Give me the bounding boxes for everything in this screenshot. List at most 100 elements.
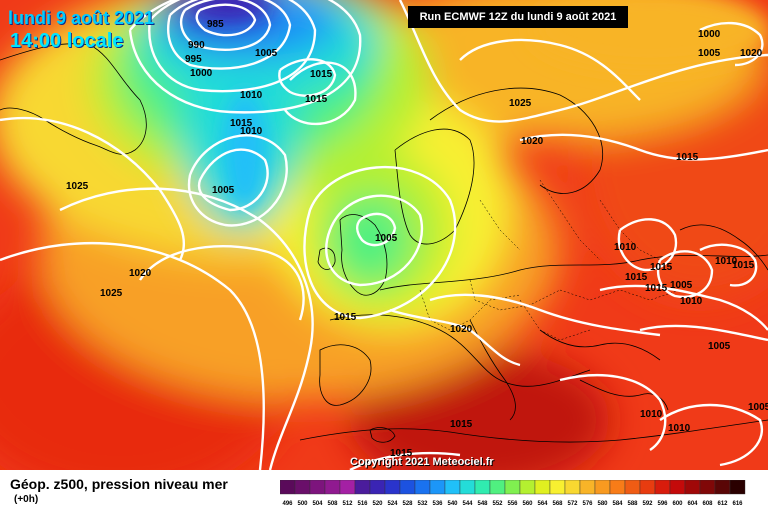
isobar-label: 1005 — [212, 185, 235, 196]
legend-swatch — [459, 480, 476, 495]
isobar-label: 985 — [207, 19, 224, 30]
isobar-label: 1010 — [240, 126, 263, 137]
legend-label: 512 — [342, 501, 353, 507]
legend-swatch — [324, 480, 341, 495]
legend-swatch — [504, 480, 521, 495]
isobar-label: 1015 — [230, 118, 253, 129]
legend-swatch — [489, 480, 506, 495]
isobar-label: 1025 — [509, 98, 532, 109]
legend-swatch — [369, 480, 386, 495]
legend-swatch — [609, 480, 626, 495]
isobar-label: 1005 — [698, 48, 721, 59]
isobar-label: 990 — [188, 40, 205, 51]
legend-swatch — [354, 480, 371, 495]
isobar-label: 1010 — [680, 296, 703, 307]
weather-map: 985 990 995 1000 1005 1015 1010 1015 101… — [0, 0, 768, 500]
legend-label: 508 — [327, 501, 338, 507]
legend-label: 608 — [702, 501, 713, 507]
isobar-label: 1000 — [698, 29, 721, 40]
legend-label: 528 — [402, 501, 413, 507]
isobar-label: 1020 — [740, 48, 763, 59]
isobar-labels: 985 990 995 1000 1005 1015 1010 1015 101… — [66, 19, 768, 459]
legend-label: 588 — [627, 501, 638, 507]
legend-label: 568 — [552, 501, 563, 507]
isobar-label: 1010 — [640, 409, 663, 420]
legend-label: 496 — [282, 501, 293, 507]
legend-label: 548 — [477, 501, 488, 507]
isobar-label: 1015 — [732, 260, 755, 271]
legend-label: 572 — [567, 501, 578, 507]
legend-label: 544 — [462, 501, 473, 507]
legend-label: 592 — [642, 501, 653, 507]
legend-swatch — [444, 480, 461, 495]
legend-swatch — [654, 480, 671, 495]
isobar-label: 1015 — [676, 152, 699, 163]
legend-swatch — [714, 480, 731, 495]
forecast-step: (+0h) — [14, 494, 39, 505]
legend-swatch — [549, 480, 566, 495]
legend-swatch — [519, 480, 536, 495]
legend-swatch — [669, 480, 686, 495]
legend-label: 560 — [522, 501, 533, 507]
color-legend: 496 500 504 508 512 516 520 524 528 532 536 540 544 5… — [280, 480, 746, 507]
legend-swatch — [414, 480, 431, 495]
isobar-label: 1015 — [450, 419, 473, 430]
isobar-label: 1015 — [305, 94, 328, 105]
legend-label: 564 — [537, 501, 548, 507]
isobar-label: 1015 — [650, 262, 673, 273]
legend-label: 616 — [732, 501, 743, 507]
isobar-label: 1005 — [708, 341, 731, 352]
legend-label: 612 — [717, 501, 728, 507]
isobar-label: 1005 — [670, 280, 693, 291]
legend-swatch — [309, 480, 326, 495]
legend-swatch — [594, 480, 611, 495]
legend-label: 552 — [492, 501, 503, 507]
map-product-title: Géop. z500, pression niveau mer — [10, 476, 228, 492]
isobar-label: 1025 — [66, 181, 89, 192]
legend-label: 596 — [657, 501, 668, 507]
legend-label: 584 — [612, 501, 623, 507]
isobar-label: 1015 — [645, 283, 668, 294]
isobar-label: 1025 — [100, 288, 123, 299]
legend-label: 576 — [582, 501, 593, 507]
legend-swatch — [339, 480, 356, 495]
legend-label: 524 — [387, 501, 398, 507]
isobar-label: 1010 — [715, 256, 738, 267]
map-canvas: 985 990 995 1000 1005 1015 1010 1015 101… — [0, 0, 768, 500]
legend-label: 604 — [687, 501, 698, 507]
isobar-label: 1005 — [748, 402, 768, 413]
legend-swatch — [399, 480, 416, 495]
legend-label: 536 — [432, 501, 443, 507]
isobar-label: 1020 — [521, 136, 544, 147]
legend-label: 532 — [417, 501, 428, 507]
legend-label: 520 — [372, 501, 383, 507]
legend-swatch — [534, 480, 551, 495]
legend-label: 504 — [312, 501, 323, 507]
isobar-label: 1020 — [129, 268, 152, 279]
isobar-label: 1010 — [668, 423, 691, 434]
isobar-label: 1005 — [375, 233, 398, 244]
legend-swatch — [564, 480, 581, 495]
legend-swatch — [684, 480, 701, 495]
time-label: 14:00 locale — [10, 30, 124, 52]
date-label: lundi 9 août 2021 — [8, 8, 155, 28]
isobar-label: 1015 — [625, 272, 648, 283]
legend-swatch — [624, 480, 641, 495]
isobars — [0, 0, 768, 472]
legend-swatch — [729, 480, 746, 495]
isobar-label: 1015 — [334, 312, 357, 323]
isobar-label: 1000 — [190, 68, 213, 79]
legend-swatch — [699, 480, 716, 495]
legend-label: 556 — [507, 501, 518, 507]
legend-label: 540 — [447, 501, 458, 507]
legend-swatch — [280, 480, 296, 495]
copyright-text: Copyright 2021 Meteociel.fr — [350, 456, 494, 468]
isobar-label: 1005 — [255, 48, 278, 59]
legend-label: 500 — [297, 501, 308, 507]
isobar-label: 1015 — [390, 448, 413, 459]
legend-label: 580 — [597, 501, 608, 507]
isobar-label: 1015 — [310, 69, 333, 80]
isobar-label: 995 — [185, 54, 202, 65]
legend-swatch — [384, 480, 401, 495]
legend-swatch — [294, 480, 311, 495]
